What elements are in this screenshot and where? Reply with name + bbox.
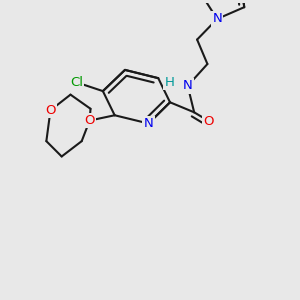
Text: O: O bbox=[84, 114, 95, 127]
Text: N: N bbox=[183, 79, 193, 92]
Text: H: H bbox=[164, 76, 174, 89]
Text: N: N bbox=[212, 13, 222, 26]
Text: Cl: Cl bbox=[70, 76, 83, 89]
Text: N: N bbox=[144, 117, 153, 130]
Text: O: O bbox=[204, 115, 214, 128]
Text: O: O bbox=[45, 104, 56, 117]
